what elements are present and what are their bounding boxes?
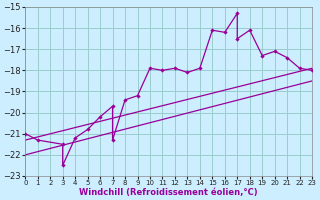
- X-axis label: Windchill (Refroidissement éolien,°C): Windchill (Refroidissement éolien,°C): [79, 188, 258, 197]
